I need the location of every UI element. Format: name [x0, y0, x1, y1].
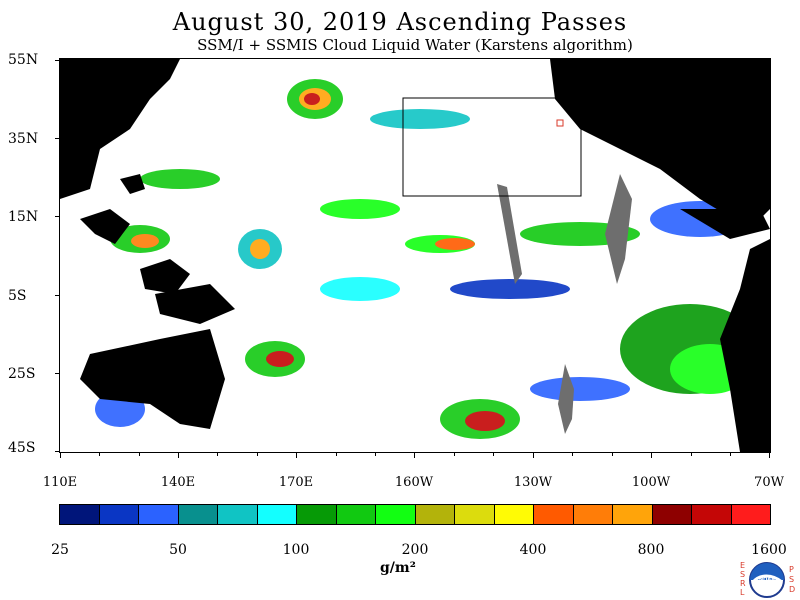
lat-tick: [55, 60, 60, 61]
lat-label: 35N: [8, 131, 39, 147]
colorbar-segment: [534, 505, 574, 524]
noaa-seal-text: NOAA: [759, 577, 775, 583]
units-label: g/m²: [380, 560, 416, 576]
lon-label: 160W: [394, 475, 434, 490]
logo-letter-left: R: [740, 579, 746, 588]
colorbar-label: 200: [401, 542, 429, 558]
colorbar-label: 400: [519, 542, 547, 558]
lon-tick: [99, 452, 100, 456]
lon-tick: [730, 452, 731, 456]
lon-tick: [493, 452, 494, 456]
region-box: [402, 97, 582, 197]
colorbar-segment: [455, 505, 495, 524]
lon-tick: [414, 452, 415, 458]
colorbar-segment: [573, 505, 613, 524]
lon-tick: [60, 452, 61, 458]
lon-label: 170E: [278, 475, 314, 490]
colorbar-label: 50: [169, 542, 187, 558]
lon-tick: [217, 452, 218, 456]
no-data-swaths: [497, 174, 632, 434]
colorbar-segment: [494, 505, 534, 524]
lat-tick: [55, 373, 60, 374]
lat-label: 15N: [8, 209, 39, 225]
lon-label: 140E: [160, 475, 196, 490]
colorbar-segment: [376, 505, 416, 524]
colorbar-label: 1600: [751, 542, 787, 558]
colorbar-label: 25: [51, 542, 69, 558]
lat-tick: [55, 295, 60, 296]
lat-tick: [55, 216, 60, 217]
colorbar-segment: [652, 505, 692, 524]
colorbar-segment: [257, 505, 297, 524]
lat-tick: [55, 451, 60, 452]
colorbar-label: 100: [282, 542, 310, 558]
lon-tick: [533, 452, 534, 458]
logo-letter-left: L: [740, 588, 745, 597]
lat-label: 45S: [8, 440, 36, 456]
colorbar-label: 800: [637, 542, 665, 558]
color-scale-bar: [59, 504, 771, 525]
logo-letter-right: D: [789, 585, 795, 594]
lon-label: 100W: [631, 475, 671, 490]
land: [60, 59, 770, 452]
lon-tick: [454, 452, 455, 456]
lon-tick: [336, 452, 337, 456]
colorbar-segment: [336, 505, 376, 524]
colorbar-segment: [297, 505, 337, 524]
lat-label: 55N: [8, 52, 39, 68]
lon-tick: [769, 452, 770, 458]
marker-box: [556, 119, 564, 127]
lon-label: 110E: [42, 475, 78, 490]
colorbar-segment: [613, 505, 653, 524]
colorbar-segment: [692, 505, 732, 524]
lon-tick: [651, 452, 652, 458]
colorbar-segment: [99, 505, 139, 524]
logo-letter-right: S: [789, 575, 794, 584]
colorbar-segment: [178, 505, 218, 524]
colorbar-segment: [60, 505, 100, 524]
lat-label: 25S: [8, 366, 36, 382]
colorbar-segment: [139, 505, 179, 524]
lat-tick: [55, 138, 60, 139]
lat-label: 5S: [8, 288, 27, 304]
chart-subtitle: SSM/I + SSMIS Cloud Liquid Water (Karste…: [197, 36, 633, 54]
logo-letter-right: P: [789, 565, 794, 574]
cloud-liquid-water-map: [59, 58, 771, 453]
logo-letter-left: S: [740, 570, 745, 579]
colorbar-segment: [218, 505, 258, 524]
colorbar-segment: [415, 505, 455, 524]
lon-label: 130W: [513, 475, 553, 490]
lon-tick: [178, 452, 179, 458]
chart-title: August 30, 2019 Ascending Passes: [172, 8, 628, 36]
colorbar-segment: [731, 505, 770, 524]
noaa-logo: E S R L P S D NOAA: [740, 561, 795, 598]
lon-tick: [139, 452, 140, 456]
lon-tick: [612, 452, 613, 456]
lon-label: 70W: [754, 475, 784, 490]
lon-tick: [691, 452, 692, 456]
lon-tick: [572, 452, 573, 456]
logo-letter-left: E: [740, 561, 745, 570]
lon-tick: [296, 452, 297, 458]
lon-tick: [257, 452, 258, 456]
lon-tick: [375, 452, 376, 456]
